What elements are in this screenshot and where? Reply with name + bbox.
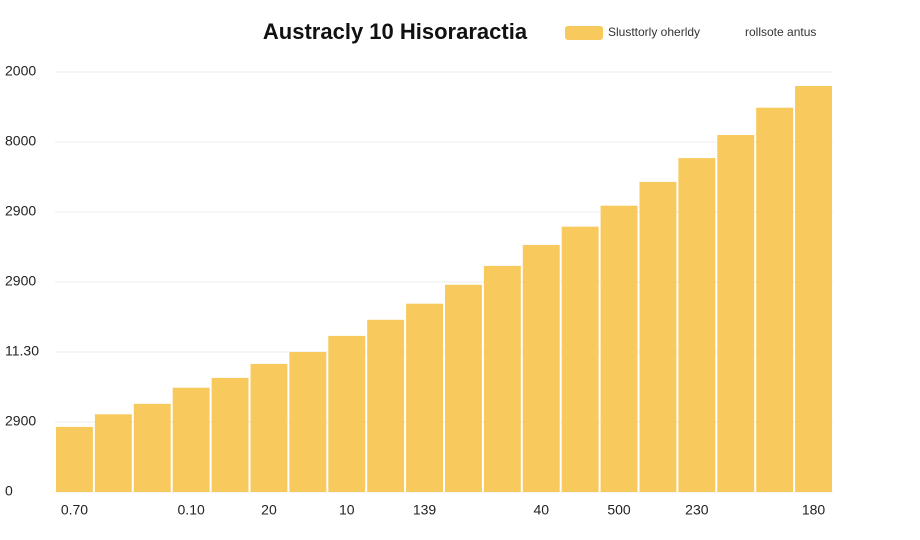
- bar: [795, 86, 832, 492]
- bar: [639, 181, 677, 492]
- bar: [445, 284, 482, 492]
- bar: [328, 335, 366, 492]
- bar: [756, 107, 794, 492]
- x-tick-label: 180: [802, 502, 826, 518]
- x-tick-label: 139: [413, 502, 437, 518]
- x-tick-label: 0.70: [61, 502, 88, 518]
- bar: [406, 303, 443, 492]
- bar: [56, 426, 93, 492]
- bar: [678, 158, 716, 492]
- bar: [561, 226, 599, 492]
- y-tick-label: 0: [5, 483, 13, 499]
- x-tick-label: 10: [339, 502, 355, 518]
- y-tick-label: 2000: [5, 63, 36, 79]
- x-tick-label: 230: [685, 502, 709, 518]
- bar: [172, 387, 210, 492]
- y-tick-label: 2900: [5, 273, 36, 289]
- bar: [522, 244, 560, 492]
- y-tick-label: 2900: [5, 203, 36, 219]
- bar: [600, 205, 638, 492]
- y-tick-label: 11.30: [5, 343, 39, 359]
- x-tick-label: 40: [533, 502, 549, 518]
- x-tick-label: 500: [607, 502, 631, 518]
- legend-note: rollsote antus: [745, 25, 816, 39]
- y-tick-label: 8000: [5, 133, 36, 149]
- bar: [250, 363, 288, 492]
- bar: [94, 414, 132, 492]
- legend-swatch: [565, 26, 603, 40]
- bar: [483, 265, 521, 492]
- chart-title: Austracly 10 Hisoraractia: [263, 19, 528, 44]
- bar: [717, 135, 755, 492]
- y-tick-label: 2900: [5, 413, 36, 429]
- x-tick-label: 20: [261, 502, 277, 518]
- bar: [367, 319, 405, 492]
- legend-label: Slusttorly oherldy: [608, 25, 700, 39]
- x-tick-label: 0.10: [178, 502, 205, 518]
- bar: [211, 377, 249, 492]
- bar: [289, 352, 327, 492]
- bar: [133, 403, 171, 492]
